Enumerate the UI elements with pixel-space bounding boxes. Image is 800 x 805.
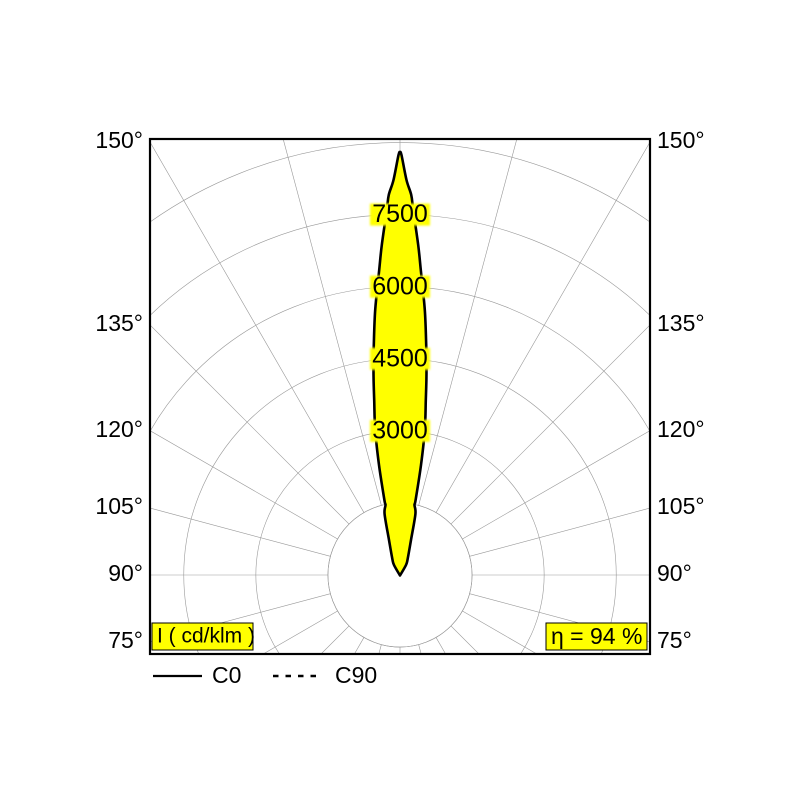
svg-text:C0: C0	[212, 662, 241, 688]
svg-text:120°: 120°	[95, 416, 143, 442]
svg-text:135°: 135°	[95, 310, 143, 336]
svg-text:90°: 90°	[108, 560, 143, 586]
svg-text:120°: 120°	[657, 416, 705, 442]
svg-text:C90: C90	[335, 662, 377, 688]
svg-text:3000: 3000	[372, 417, 428, 445]
svg-text:150°: 150°	[95, 127, 143, 153]
svg-text:6000: 6000	[372, 272, 428, 300]
svg-text:4500: 4500	[372, 344, 428, 372]
svg-text:105°: 105°	[95, 493, 143, 519]
svg-text:105°: 105°	[657, 493, 705, 519]
svg-text:75°: 75°	[657, 627, 692, 653]
svg-text:75°: 75°	[108, 627, 143, 653]
svg-text:7500: 7500	[372, 200, 428, 228]
svg-text:90°: 90°	[657, 560, 692, 586]
svg-text:150°: 150°	[657, 127, 705, 153]
svg-text:η = 94 %: η = 94 %	[551, 623, 642, 649]
svg-text:135°: 135°	[657, 310, 705, 336]
svg-text:I ( cd/klm ): I ( cd/klm )	[157, 625, 255, 648]
